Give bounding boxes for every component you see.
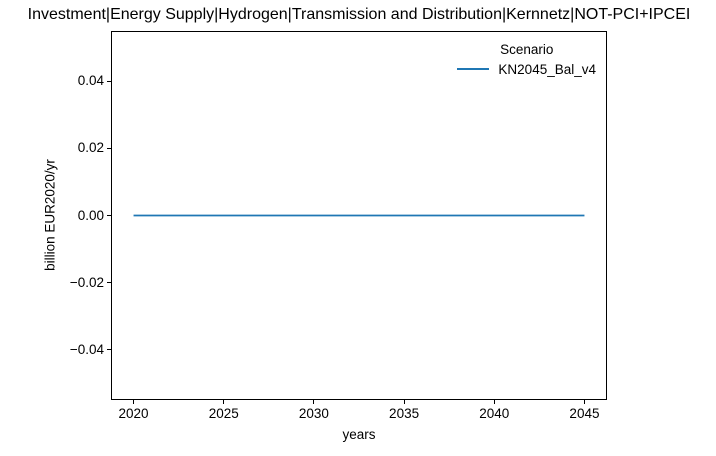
- x-tick-mark: [493, 400, 495, 404]
- plot-area: Scenario KN2045_Bal_v4: [111, 31, 607, 400]
- y-tick-mark: [107, 80, 111, 82]
- legend: Scenario KN2045_Bal_v4: [457, 40, 596, 79]
- x-tick-label: 2020: [118, 406, 149, 421]
- y-tick-label: 0.00: [77, 207, 104, 223]
- y-tick-label: 0.04: [77, 73, 104, 89]
- x-tick-label: 2025: [208, 406, 239, 421]
- x-tick-label: 2045: [569, 406, 600, 421]
- y-tick-mark: [107, 147, 111, 149]
- y-tick-label: −0.02: [69, 274, 104, 290]
- line-series-canvas: [133, 214, 585, 217]
- x-tick-label: 2030: [298, 406, 329, 421]
- y-tick-mark: [107, 215, 111, 216]
- y-tick-mark: [107, 282, 111, 284]
- y-tick-mark: [107, 349, 111, 351]
- x-axis-label: years: [342, 427, 376, 442]
- y-tick-label: 0.02: [77, 140, 104, 156]
- x-tick-label: 2035: [389, 406, 420, 421]
- legend-title: Scenario: [500, 42, 554, 57]
- legend-entry: KN2045_Bal_v4: [457, 60, 596, 80]
- y-tick-label: −0.04: [69, 341, 104, 357]
- x-tick-mark: [313, 400, 315, 404]
- legend-line-sample-icon: [457, 68, 490, 71]
- legend-entry-label: KN2045_Bal_v4: [498, 61, 596, 77]
- x-tick-mark: [133, 400, 135, 404]
- x-tick-mark: [223, 400, 225, 404]
- x-tick-label: 2040: [479, 406, 510, 421]
- x-tick-mark: [583, 400, 585, 404]
- chart-title: Investment|Energy Supply|Hydrogen|Transm…: [27, 6, 691, 23]
- x-tick-mark: [403, 400, 405, 404]
